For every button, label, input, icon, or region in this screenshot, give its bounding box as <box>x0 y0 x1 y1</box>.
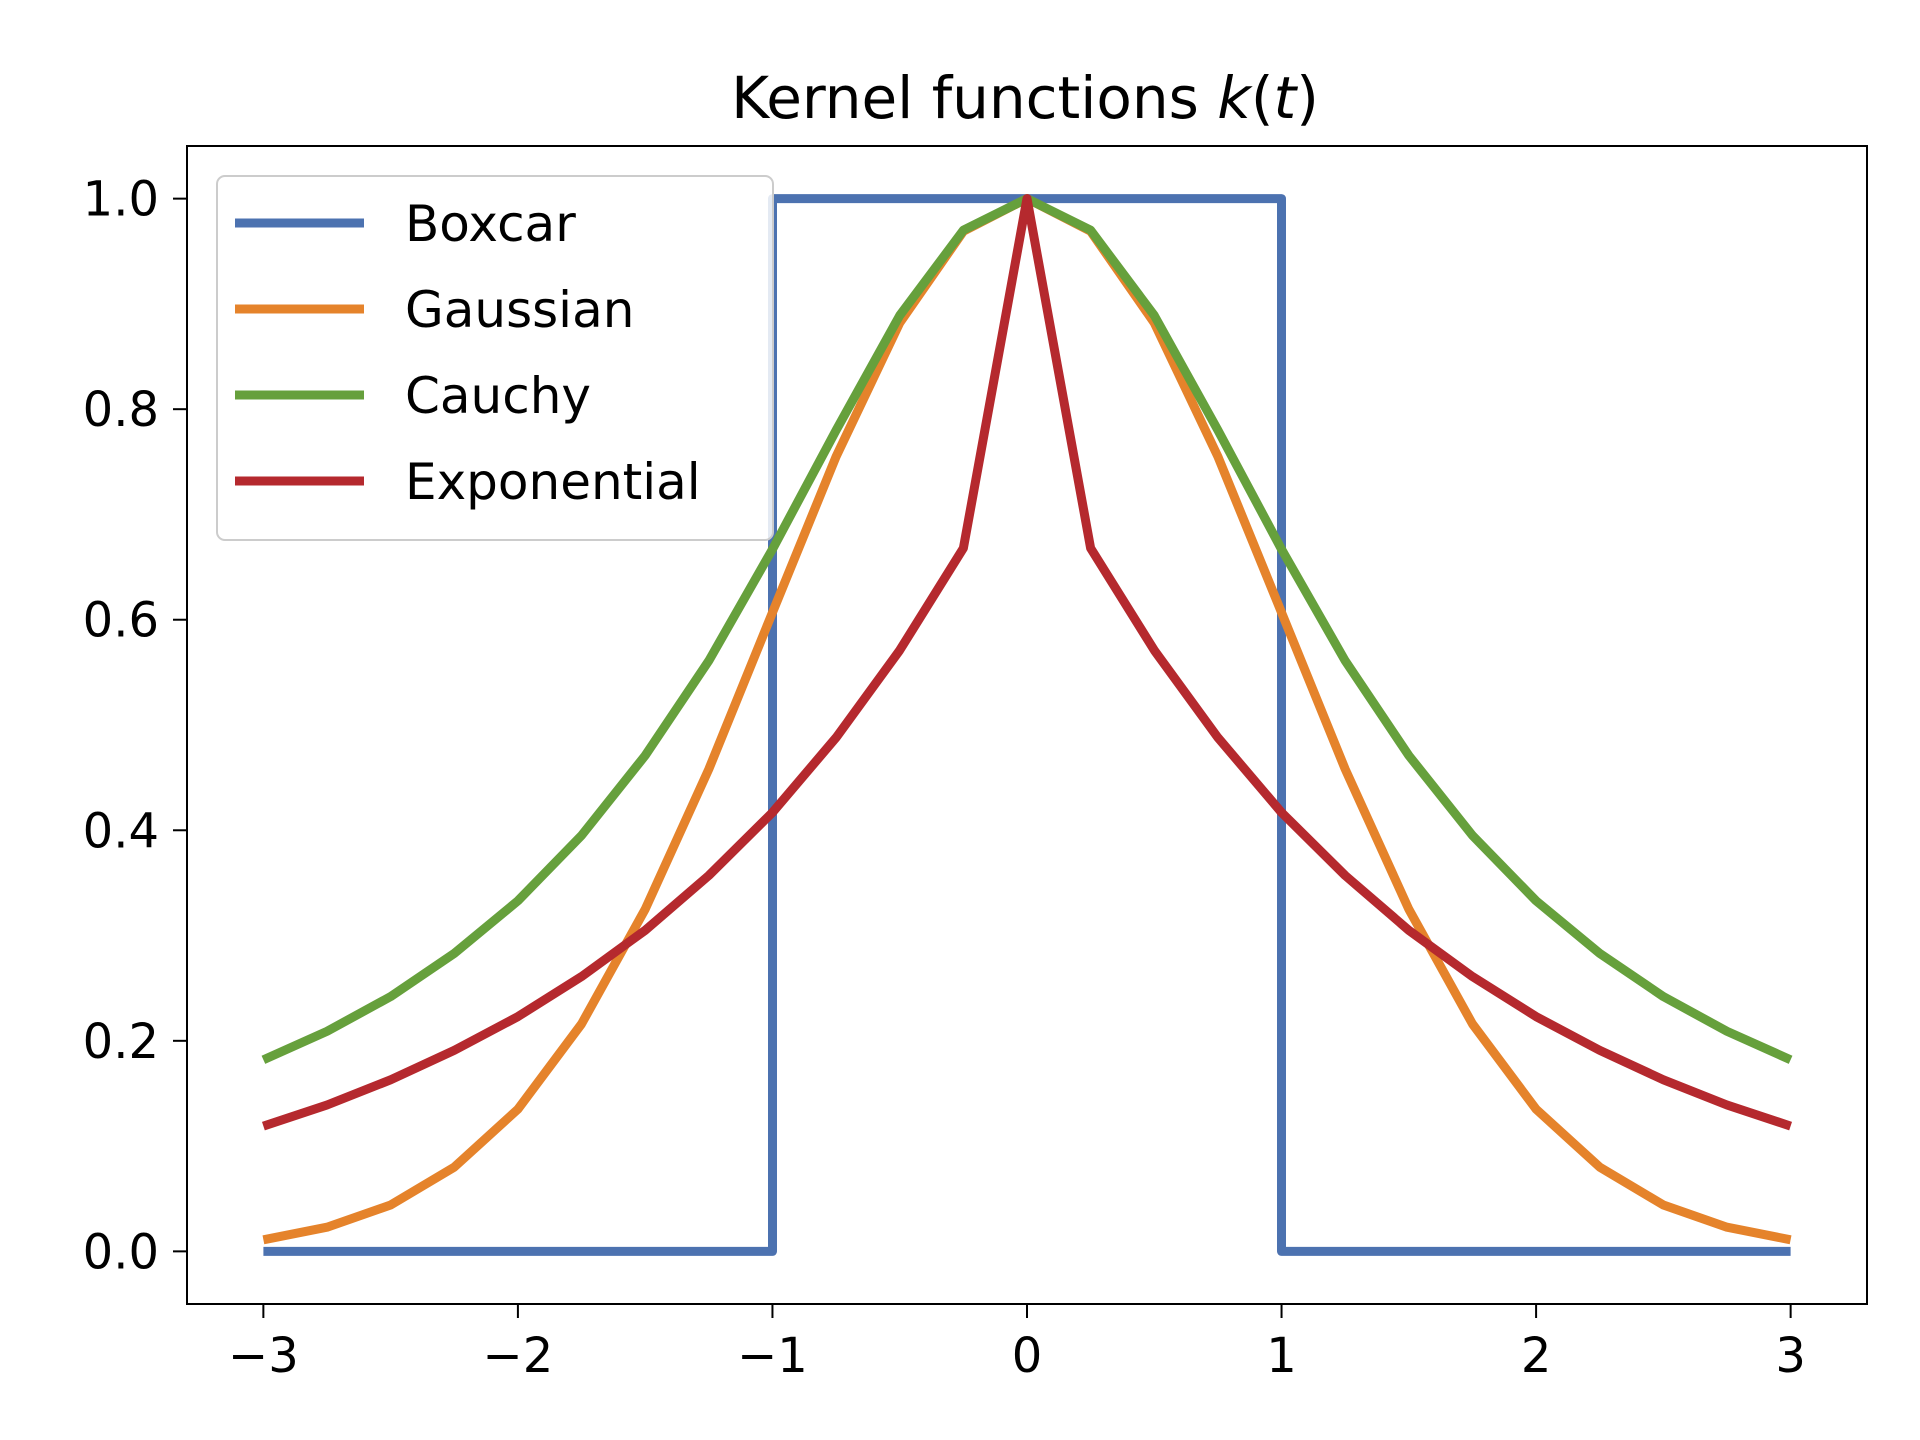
chart-title-var: k <box>1217 64 1253 132</box>
chart-title-open: ( <box>1251 64 1274 132</box>
x-tick-label: 2 <box>1521 1328 1552 1384</box>
chart-title-close: ) <box>1296 64 1319 132</box>
y-tick-label: 0.4 <box>83 803 159 859</box>
y-tick-label: 0.0 <box>83 1224 159 1280</box>
y-tick-label: 0.8 <box>83 382 159 438</box>
legend-label-exponential: Exponential <box>405 453 701 511</box>
axes-layer: −3 −2 −1 0 1 2 3 0.0 0.2 0.4 0.6 0.8 1.0 <box>83 145 1868 1384</box>
x-tick-label: −3 <box>228 1328 299 1384</box>
series-line-exponential <box>261 194 1793 1131</box>
x-tick-label: 0 <box>1012 1328 1043 1384</box>
legend-label-cauchy: Cauchy <box>405 367 591 425</box>
series-layer <box>261 194 1793 1256</box>
legend-box <box>216 175 774 541</box>
legend: Boxcar Gaussian Cauchy Exponential <box>216 175 774 541</box>
chart-title-arg: t <box>1274 64 1299 132</box>
chart-title-prefix: Kernel functions <box>731 64 1217 132</box>
x-tick-label: 1 <box>1266 1328 1297 1384</box>
legend-label-gaussian: Gaussian <box>405 281 634 339</box>
y-tick-label: 0.2 <box>83 1014 159 1070</box>
x-tick-label: 3 <box>1775 1328 1806 1384</box>
chart-title: Kernel functions k(t) <box>731 64 1319 132</box>
y-tick-label: 0.6 <box>83 593 159 649</box>
y-tick-label: 1.0 <box>83 172 159 228</box>
x-tick-label: −1 <box>737 1328 808 1384</box>
legend-label-boxcar: Boxcar <box>405 195 576 253</box>
x-tick-label: −2 <box>483 1328 554 1384</box>
